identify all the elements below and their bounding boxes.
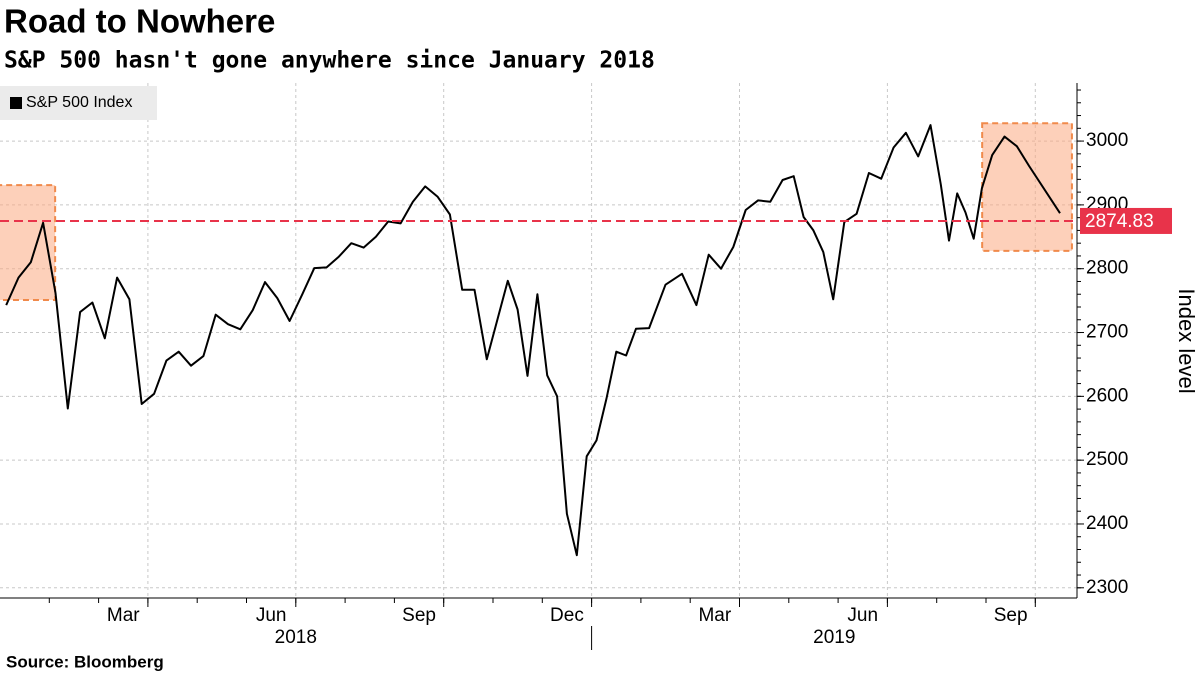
reference-label: 2874.83 — [1085, 211, 1154, 232]
source: Source: Bloomberg — [6, 652, 164, 671]
x-tick-label: Jun — [847, 605, 878, 626]
y-tick-label: 2500 — [1086, 449, 1128, 470]
x-tick-label: Dec — [550, 605, 584, 626]
series-line — [5, 124, 1061, 557]
y-tick-label: 2600 — [1086, 385, 1128, 406]
reference-label-box — [1080, 207, 1172, 234]
y-tick-label: 3000 — [1086, 130, 1128, 151]
y-axis-title: Index level — [1174, 288, 1199, 393]
x-tick-label: Sep — [994, 605, 1028, 626]
x-year-label: 2018 — [275, 627, 317, 648]
x-tick-label: Mar — [698, 605, 731, 626]
y-tick-label: 2800 — [1086, 258, 1128, 279]
chart-title: Road to Nowhere — [4, 3, 275, 40]
x-tick-label: Jun — [256, 605, 287, 626]
x-year-label: 2019 — [813, 627, 855, 648]
x-tick-label: Sep — [402, 605, 436, 626]
legend-swatch — [10, 97, 22, 109]
y-tick-label: 2700 — [1086, 322, 1128, 343]
x-tick-label: Mar — [107, 605, 140, 626]
chart-subtitle: S&P 500 hasn't gone anywhere since Janua… — [4, 48, 655, 74]
y-tick-label: 2300 — [1086, 577, 1128, 598]
highlight-box — [981, 122, 1073, 252]
y-tick-label: 2400 — [1086, 513, 1128, 534]
legend-label: S&P 500 Index — [26, 94, 132, 111]
legend-box — [0, 86, 157, 120]
